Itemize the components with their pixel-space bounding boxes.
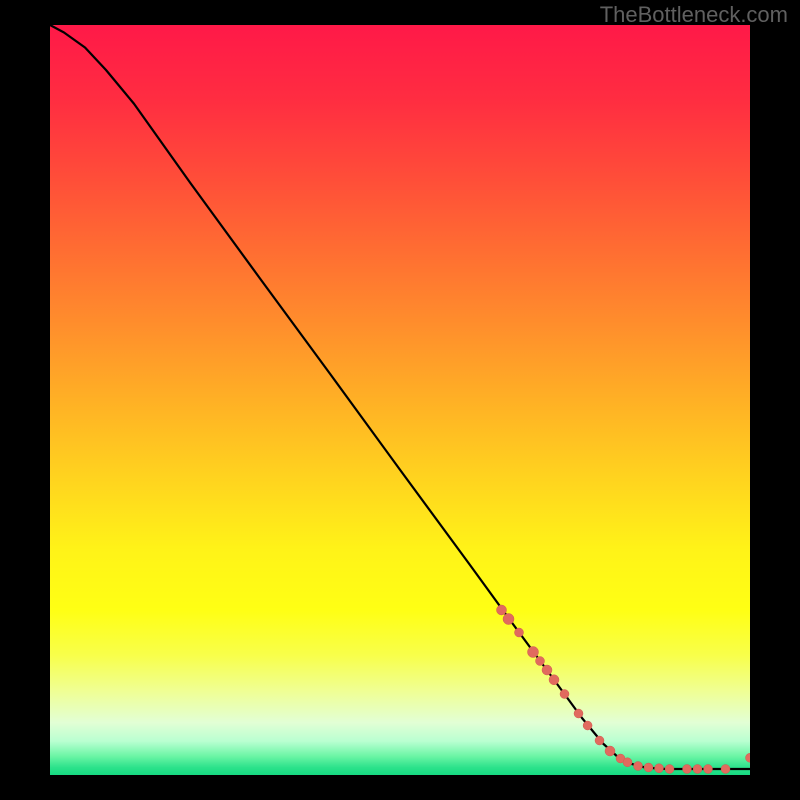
- data-marker: [634, 762, 643, 771]
- data-marker: [515, 628, 524, 637]
- data-marker: [704, 765, 713, 774]
- chart-background: [50, 25, 750, 775]
- data-marker: [644, 763, 653, 772]
- data-marker: [549, 675, 559, 685]
- data-marker: [528, 647, 539, 658]
- data-marker: [560, 690, 569, 699]
- data-marker: [623, 758, 632, 767]
- data-marker: [574, 709, 583, 718]
- data-marker: [536, 657, 545, 666]
- data-marker: [721, 765, 730, 774]
- data-marker: [655, 764, 664, 773]
- data-marker: [693, 765, 702, 774]
- data-marker: [683, 765, 692, 774]
- data-marker: [605, 746, 615, 756]
- data-marker: [503, 614, 514, 625]
- data-marker: [497, 605, 507, 615]
- attribution-text: TheBottleneck.com: [600, 2, 788, 28]
- chart-svg: [50, 25, 750, 775]
- bottleneck-chart: [50, 25, 750, 775]
- data-marker: [583, 721, 592, 730]
- data-marker: [542, 665, 552, 675]
- data-marker: [665, 765, 674, 774]
- data-marker: [595, 736, 604, 745]
